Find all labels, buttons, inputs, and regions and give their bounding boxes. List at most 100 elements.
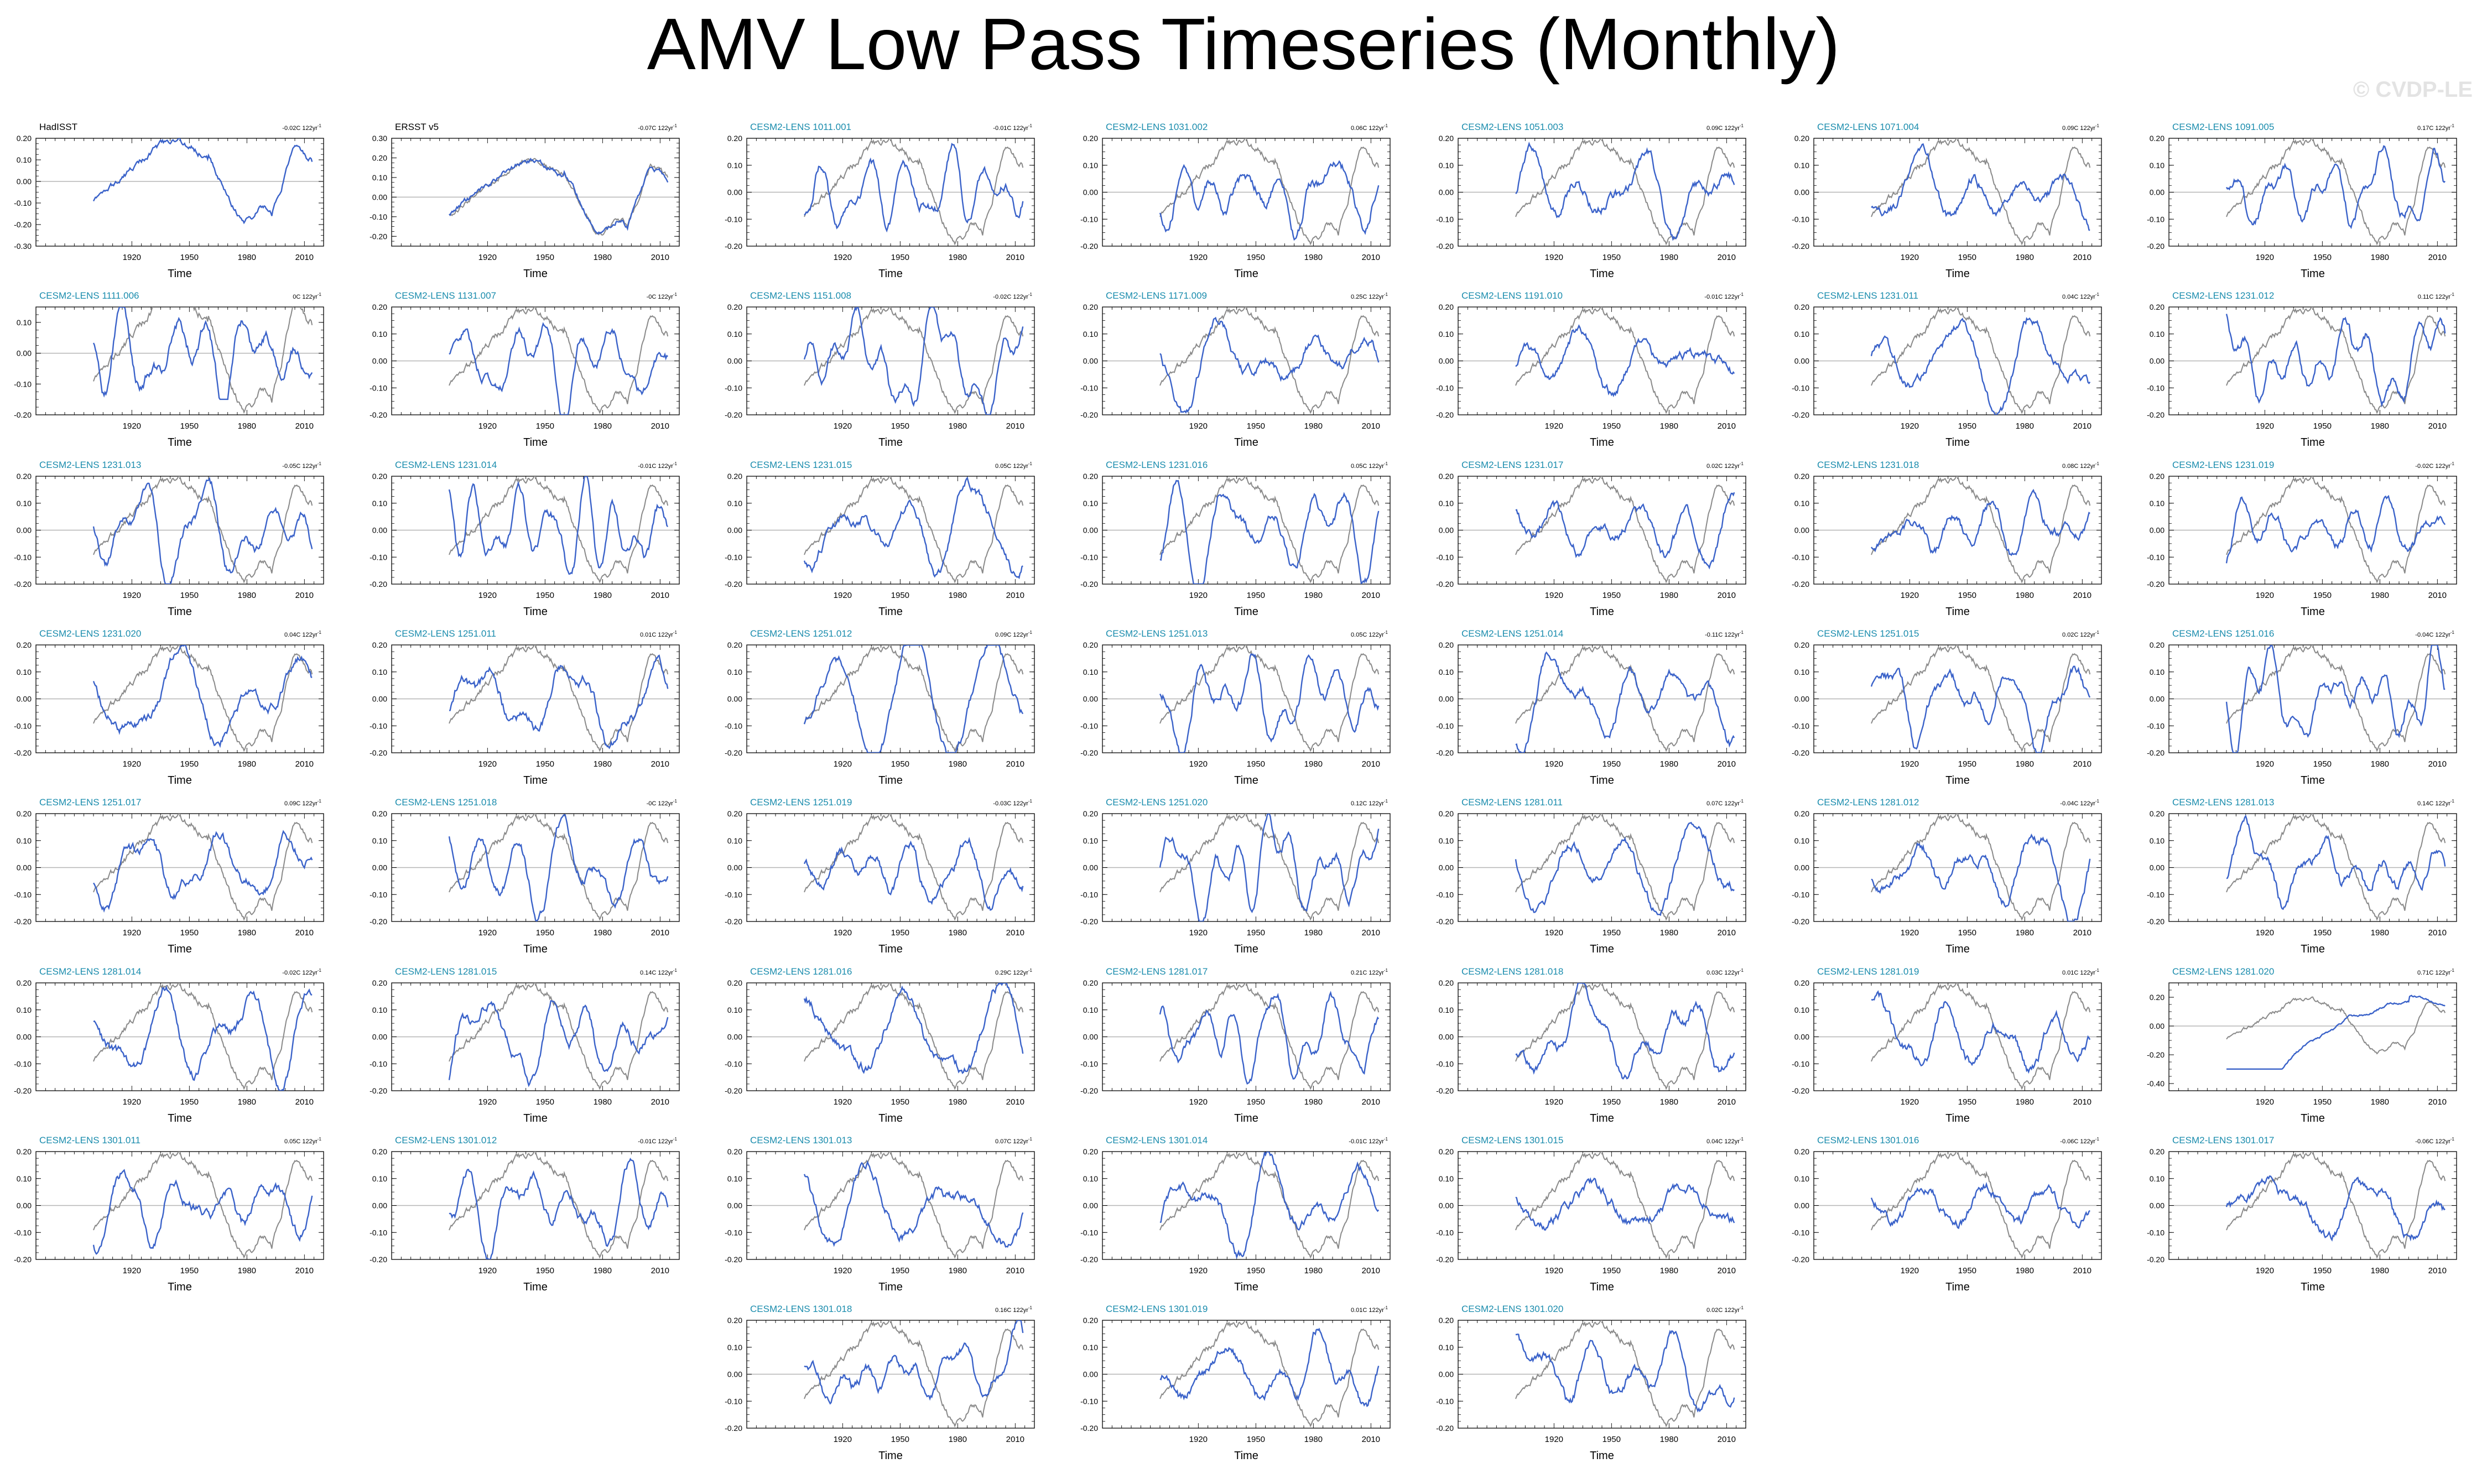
x-tick-label: 1920 xyxy=(478,421,497,431)
observation-series-line xyxy=(1515,476,1735,584)
observation-series-line xyxy=(449,307,669,414)
panel-title: CESM2-LENS 1091.005 xyxy=(2172,122,2274,132)
x-tick-label: 1950 xyxy=(536,759,554,769)
panel-trend-label: 0.06C 122yr-1 xyxy=(1351,123,1388,132)
panel-trend-label: 0.17C 122yr-1 xyxy=(2417,123,2455,132)
x-tick-label: 1980 xyxy=(2016,253,2034,262)
panel-trend-label: -0.04C 122yr-1 xyxy=(2060,799,2099,807)
panel: CESM2-LENS 1281.013 0.14C 122yr-1 0.20 0.10… xyxy=(2147,797,2457,955)
y-tick-label: 0.20 xyxy=(17,134,32,143)
x-tick-label: 1980 xyxy=(1660,928,1678,938)
y-tick-label: 0.10 xyxy=(727,668,742,676)
panel: CESM2-LENS 1011.001 -0.01C 122yr-1 0.20 0.1… xyxy=(725,122,1035,280)
primary-series-line xyxy=(1159,316,1380,414)
trend-unit-exponent: -1 xyxy=(673,799,678,804)
x-tick-label: 1920 xyxy=(478,1097,497,1107)
primary-series-line xyxy=(1871,143,2090,231)
x-axis-label: Time xyxy=(168,606,192,618)
y-tick-label: 0.10 xyxy=(1083,161,1098,170)
primary-series-line xyxy=(92,830,313,913)
trend-value: 0.14C 122yr xyxy=(640,970,673,976)
series-group xyxy=(804,138,1024,246)
trend-unit-exponent: -1 xyxy=(2095,630,2100,635)
series-group xyxy=(803,307,1024,415)
x-tick-label: 1920 xyxy=(1189,759,1208,769)
x-tick-label: 1920 xyxy=(123,759,141,769)
x-axis-label: Time xyxy=(523,774,548,787)
x-axis-label: Time xyxy=(1234,606,1258,618)
y-tick-label: -0.10 xyxy=(14,1059,32,1068)
y-tick-label: -0.20 xyxy=(2147,580,2165,589)
primary-series-line xyxy=(1159,160,1380,241)
observation-series-line xyxy=(1159,138,1380,246)
primary-series-line xyxy=(1159,480,1380,584)
y-tick-label: -0.10 xyxy=(2147,890,2165,899)
series-group xyxy=(449,645,669,752)
x-tick-label: 1950 xyxy=(1247,421,1265,431)
trend-unit-exponent: -1 xyxy=(2450,630,2455,635)
x-tick-label: 1950 xyxy=(1602,421,1621,431)
primary-series-line xyxy=(92,476,313,584)
panel: CESM2-LENS 1251.013 0.05C 122yr-1 0.20 0.10… xyxy=(1080,628,1391,787)
primary-series-line xyxy=(1871,488,2090,556)
x-tick-label: 1980 xyxy=(1304,591,1323,600)
panel-title: CESM2-LENS 1231.012 xyxy=(2172,290,2274,301)
series-group xyxy=(448,814,669,921)
x-tick-label: 1980 xyxy=(1304,421,1323,431)
panel-title: CESM2-LENS 1251.016 xyxy=(2172,628,2274,639)
x-axis-label: Time xyxy=(2301,268,2325,280)
x-axis-label: Time xyxy=(1590,606,1614,618)
primary-series-line xyxy=(2225,494,2446,564)
series-group xyxy=(1871,476,2091,584)
y-tick-label: 0.00 xyxy=(1439,1033,1454,1042)
y-tick-label: 0.00 xyxy=(1083,188,1098,197)
trend-value: 0.12C 122yr xyxy=(1351,800,1384,807)
y-tick-label: -0.20 xyxy=(370,410,387,419)
panel: CESM2-LENS 1231.019 -0.02C 122yr-1 0.20 0.1… xyxy=(2147,460,2457,618)
x-tick-label: 2010 xyxy=(1006,759,1024,769)
x-tick-label: 2010 xyxy=(2073,591,2091,600)
panel: CESM2-LENS 1281.017 0.21C 122yr-1 0.20 0.10… xyxy=(1080,966,1391,1124)
x-tick-label: 1920 xyxy=(834,759,852,769)
trend-unit-exponent: -1 xyxy=(1384,292,1388,297)
trend-unit-exponent: -1 xyxy=(1740,461,1744,466)
x-tick-label: 2010 xyxy=(2428,421,2447,431)
x-tick-label: 2010 xyxy=(295,759,314,769)
series-group xyxy=(1515,138,1735,246)
trend-unit-exponent: -1 xyxy=(1028,461,1033,466)
x-axis-label: Time xyxy=(878,1112,903,1124)
y-tick-label: 0.10 xyxy=(1083,330,1098,339)
y-tick-label: -0.10 xyxy=(370,721,387,730)
observation-series-line xyxy=(1871,645,2091,752)
panel-trend-label: -0.02C 122yr-1 xyxy=(2415,461,2454,470)
panel-title: CESM2-LENS 1051.003 xyxy=(1461,122,1563,132)
primary-series-line xyxy=(92,138,313,225)
y-tick-label: 0.10 xyxy=(1439,1006,1454,1014)
trend-unit-exponent: -1 xyxy=(1384,123,1388,128)
trend-value: 0.07C 122yr xyxy=(1706,800,1740,807)
x-tick-label: 2010 xyxy=(1006,1097,1024,1107)
primary-series-line xyxy=(803,983,1024,1075)
x-tick-label: 2010 xyxy=(651,421,669,431)
panel-trend-label: 0.05C 122yr-1 xyxy=(1351,630,1388,638)
y-tick-label: -0.20 xyxy=(1792,242,1809,251)
observation-series-line xyxy=(1159,476,1380,584)
y-tick-label: 0.20 xyxy=(372,153,387,162)
y-tick-label: 0.10 xyxy=(2150,836,2165,845)
trend-unit-exponent: -1 xyxy=(318,461,322,466)
trend-value: -0.01C 122yr xyxy=(993,125,1028,132)
y-tick-label: -0.20 xyxy=(1080,1086,1098,1095)
y-tick-label: -0.20 xyxy=(1436,580,1454,589)
panel-title: CESM2-LENS 1251.011 xyxy=(395,628,496,639)
y-tick-label: -0.20 xyxy=(1436,917,1454,926)
series-group xyxy=(1870,307,2091,415)
primary-series-line xyxy=(1515,821,1735,917)
panel-trend-label: -0.04C 122yr-1 xyxy=(2415,630,2454,638)
y-tick-label: 0.00 xyxy=(372,192,387,201)
observation-series-line xyxy=(1871,814,2091,921)
y-tick-label: -0.10 xyxy=(1080,553,1098,561)
trend-value: 0.08C 122yr xyxy=(2062,463,2095,470)
observation-series-line xyxy=(449,645,669,752)
panel-title: CESM2-LENS 1171.009 xyxy=(1106,290,1207,301)
x-tick-label: 2010 xyxy=(295,591,314,600)
